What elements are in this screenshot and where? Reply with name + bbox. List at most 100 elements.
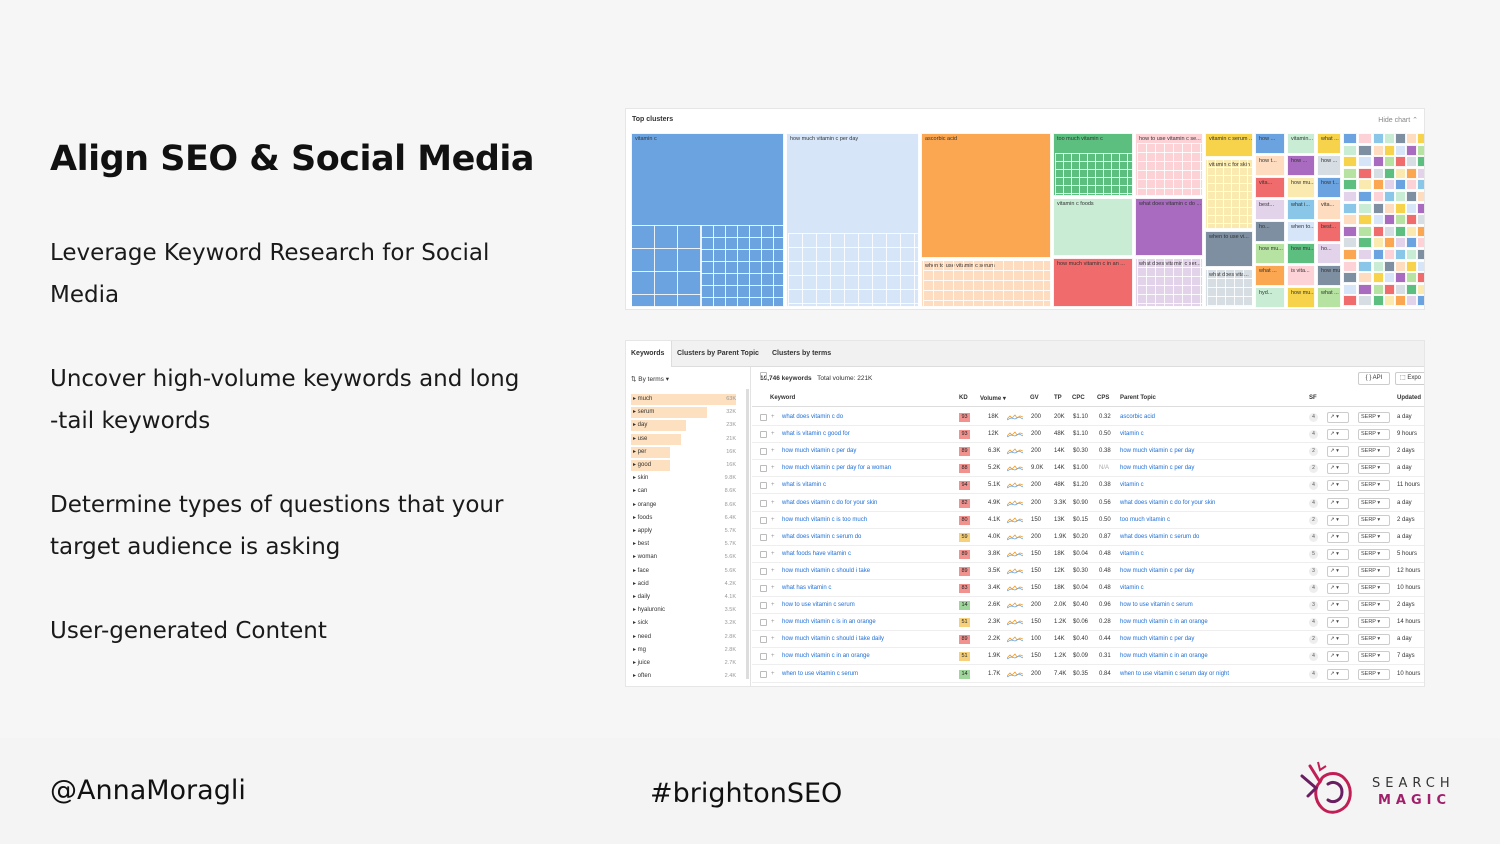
trend-dropdown[interactable]: ↗ ▾ xyxy=(1327,583,1349,594)
add-to-list-icon[interactable]: + xyxy=(771,550,775,557)
cluster-tile-small[interactable] xyxy=(1343,260,1357,272)
add-to-list-icon[interactable]: + xyxy=(771,448,775,455)
parent-topic-link[interactable]: how much vitamin c per day xyxy=(1120,465,1195,472)
cluster-tile[interactable]: hyd... xyxy=(1255,287,1285,308)
keyword-link[interactable]: what has vitamin c xyxy=(782,585,832,591)
cluster-tile-small[interactable] xyxy=(1417,133,1424,144)
cluster-tile-small[interactable] xyxy=(1358,260,1372,272)
cluster-tile-small[interactable] xyxy=(1406,249,1417,260)
cluster-tile-small[interactable] xyxy=(1417,283,1424,295)
cluster-tile[interactable]: how t... xyxy=(1255,155,1285,176)
cluster-tile[interactable]: what ... xyxy=(1255,265,1285,286)
cluster-tile-small[interactable] xyxy=(1395,283,1406,295)
term-row[interactable]: ▸ serum 32K xyxy=(631,406,736,419)
term-row[interactable]: ▸ mg 2.8K xyxy=(631,644,736,656)
cluster-tile-small[interactable] xyxy=(1358,179,1372,191)
cluster-tile-small[interactable] xyxy=(1358,225,1372,237)
cluster-tile[interactable]: vitamin c foods xyxy=(1053,198,1133,256)
cluster-tile-small[interactable] xyxy=(1384,156,1395,168)
cluster-tile-small[interactable] xyxy=(1384,272,1395,284)
cluster-tile-small[interactable] xyxy=(1373,167,1384,179)
add-to-list-icon[interactable]: + xyxy=(771,619,775,626)
tab-clusters-parent-topic[interactable]: Clusters by Parent Topic xyxy=(677,350,759,357)
cluster-tile-small[interactable] xyxy=(1358,133,1372,144)
term-row[interactable]: ▸ day 23K xyxy=(631,419,736,432)
cluster-tile-small[interactable] xyxy=(1406,260,1417,272)
cluster-tile-small[interactable] xyxy=(1343,167,1357,179)
add-to-list-icon[interactable]: + xyxy=(771,516,775,523)
keyword-link[interactable]: how much vitamin c is in an orange xyxy=(782,619,876,626)
cluster-tile-small[interactable] xyxy=(1373,272,1384,284)
serp-dropdown[interactable]: SERP ▾ xyxy=(1358,634,1390,646)
cluster-tile[interactable]: vita... xyxy=(1255,177,1285,198)
cluster-tile-small[interactable] xyxy=(1384,202,1395,214)
cluster-tile-small[interactable] xyxy=(1373,156,1384,168)
row-checkbox[interactable] xyxy=(760,414,767,421)
add-to-list-icon[interactable]: + xyxy=(771,465,775,472)
parent-topic-link[interactable]: how to use vitamin c serum xyxy=(1120,602,1193,609)
select-all-checkbox[interactable] xyxy=(760,372,767,379)
cluster-tile[interactable]: vitamin... xyxy=(1287,133,1315,154)
trend-dropdown[interactable]: ↗ ▾ xyxy=(1327,634,1349,646)
cluster-tile[interactable]: how ... xyxy=(1317,155,1341,176)
cluster-tile-small[interactable] xyxy=(1417,272,1424,284)
cluster-tile-small[interactable] xyxy=(1406,272,1417,284)
cluster-tile-small[interactable] xyxy=(1417,249,1424,260)
trend-dropdown[interactable]: ↗ ▾ xyxy=(1327,514,1349,526)
add-to-list-icon[interactable]: + xyxy=(771,499,775,506)
row-checkbox[interactable] xyxy=(760,619,767,627)
row-checkbox[interactable] xyxy=(760,533,767,541)
parent-topic-link[interactable]: vitamin c xyxy=(1120,585,1144,591)
cluster-tile-small[interactable] xyxy=(1417,214,1424,226)
cluster-tile-small[interactable] xyxy=(1373,144,1384,156)
cluster-tile[interactable]: how ... xyxy=(1255,133,1285,154)
cluster-tile-small[interactable] xyxy=(1358,237,1372,249)
parent-topic-link[interactable]: what does vitamin c do for your skin xyxy=(1120,499,1216,506)
cluster-tile-small[interactable] xyxy=(1395,202,1406,214)
cluster-tile-small[interactable] xyxy=(1358,156,1372,168)
cluster-tile-small[interactable] xyxy=(1343,249,1357,260)
keyword-link[interactable]: how much vitamin c is too much xyxy=(782,516,868,523)
sidebar-scrollbar[interactable] xyxy=(746,389,749,679)
cluster-tile-small[interactable] xyxy=(1373,179,1384,191)
cluster-tile-small[interactable] xyxy=(1417,144,1424,156)
cluster-tile-small[interactable] xyxy=(1373,202,1384,214)
cluster-tile[interactable]: ascorbic acid xyxy=(921,133,1051,258)
cluster-tile[interactable]: how ... xyxy=(1287,155,1315,176)
column-header[interactable]: TP xyxy=(1054,395,1062,401)
cluster-tile-small[interactable] xyxy=(1406,179,1417,191)
keyword-link[interactable]: what does vitamin c serum do xyxy=(782,533,862,540)
cluster-tile-small[interactable] xyxy=(1343,133,1357,144)
cluster-tile-small[interactable] xyxy=(1343,237,1357,249)
column-header[interactable]: CPS xyxy=(1097,395,1110,401)
cluster-tile[interactable]: what does vitamin c do ... xyxy=(1135,198,1203,256)
cluster-tile-small[interactable] xyxy=(1384,295,1395,307)
serp-dropdown[interactable]: SERP ▾ xyxy=(1358,429,1390,441)
term-row[interactable]: ▸ best 5.7K xyxy=(631,538,736,550)
keyword-link[interactable]: how much vitamin c should i take daily xyxy=(782,636,885,643)
cluster-tile-small[interactable] xyxy=(1358,167,1372,179)
term-row[interactable]: ▸ acid 4.2K xyxy=(631,578,736,590)
cluster-tile-small[interactable] xyxy=(1406,133,1417,144)
term-row[interactable]: ▸ orange 8.6K xyxy=(631,499,736,511)
cluster-tile-small[interactable] xyxy=(1373,214,1384,226)
cluster-tile-small[interactable] xyxy=(1373,283,1384,295)
cluster-tile[interactable]: vita... xyxy=(1317,199,1341,220)
term-row[interactable]: ▸ much 63K xyxy=(631,393,736,405)
cluster-tile[interactable]: ho... xyxy=(1255,221,1285,242)
serp-dropdown[interactable]: SERP ▾ xyxy=(1358,583,1390,594)
cluster-tile-small[interactable] xyxy=(1395,272,1406,284)
parent-topic-link[interactable]: how much vitamin c per day xyxy=(1120,567,1195,574)
keyword-link[interactable]: what does vitamin c do xyxy=(782,414,844,420)
cluster-tile-small[interactable] xyxy=(1373,260,1384,272)
cluster-tile[interactable]: best... xyxy=(1255,199,1285,220)
keyword-link[interactable]: what foods have vitamin c xyxy=(782,550,852,557)
cluster-tile-small[interactable] xyxy=(1343,144,1357,156)
row-checkbox[interactable] xyxy=(760,567,767,575)
keyword-link[interactable]: what does vitamin c do for your skin xyxy=(782,499,878,506)
cluster-tile-small[interactable] xyxy=(1395,295,1406,307)
cluster-tile-small[interactable] xyxy=(1343,202,1357,214)
cluster-tile-small[interactable] xyxy=(1343,283,1357,295)
cluster-tile-small[interactable] xyxy=(1343,225,1357,237)
cluster-tile-small[interactable] xyxy=(1373,225,1384,237)
